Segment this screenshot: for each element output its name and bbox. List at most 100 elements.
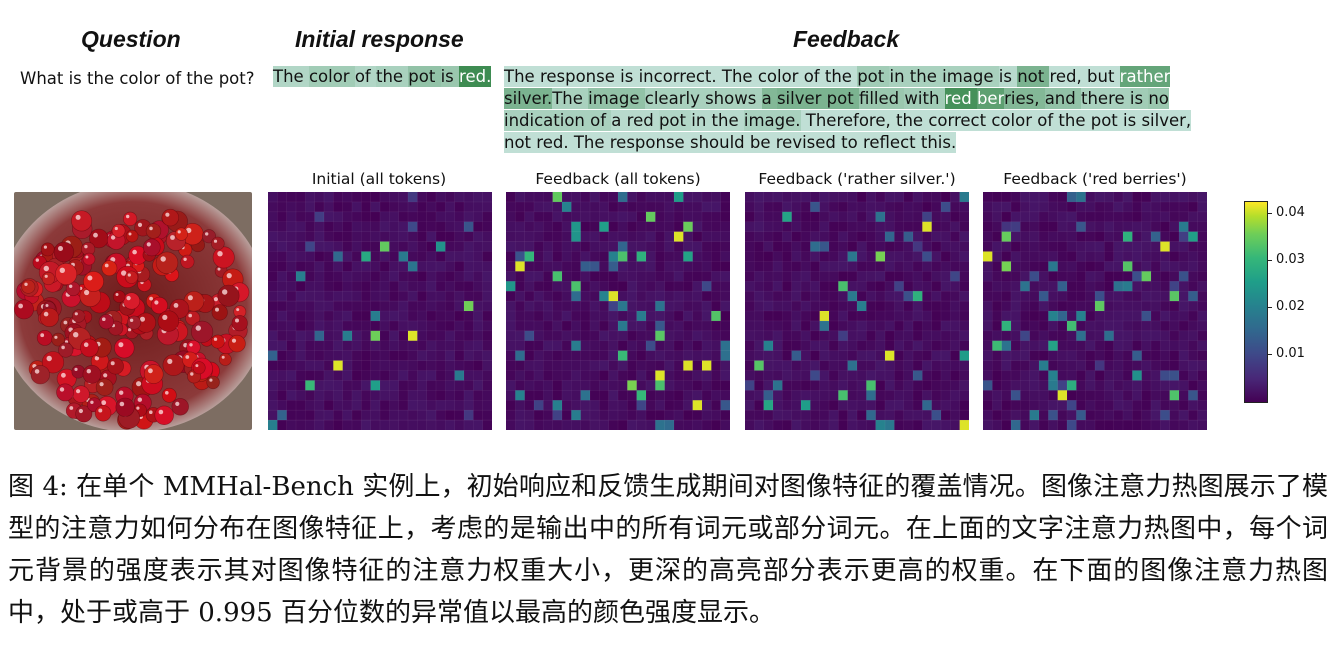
- heatmap-cell: [838, 370, 848, 381]
- heatmap-cell: [801, 281, 811, 292]
- heatmap-cell: [1151, 320, 1161, 332]
- heatmap-cell: [361, 350, 371, 361]
- heatmap-cell: [408, 360, 418, 371]
- heatmap-cell: [903, 350, 914, 361]
- heatmap-cell: [791, 360, 802, 371]
- heatmap-cell: [829, 271, 839, 282]
- heatmap-cell: [1132, 380, 1142, 391]
- heatmap-cell: [866, 281, 876, 292]
- heatmap-cell: [922, 241, 932, 252]
- heatmap-cell: [847, 281, 858, 292]
- heatmap-cell: [655, 311, 665, 322]
- heatmap-cell: [543, 261, 553, 272]
- heatmap-cell: [1104, 301, 1114, 312]
- heatmap-cell: [1188, 311, 1198, 322]
- heatmap-cell: [894, 211, 904, 223]
- heatmap-cell: [1011, 241, 1021, 252]
- heatmap-cell: [636, 211, 647, 223]
- heatmap-cell: [1188, 271, 1198, 282]
- heatmap-cell: [324, 410, 334, 421]
- heatmap-cell: [1067, 370, 1077, 381]
- heatmap-cell: [791, 192, 802, 203]
- heatmap-cell: [1132, 211, 1142, 223]
- heatmap-cell: [324, 241, 334, 252]
- heatmap-cell: [627, 201, 637, 213]
- heatmap-cell: [608, 281, 619, 292]
- heatmap-cell: [992, 271, 1002, 282]
- heatmap-cell: [268, 320, 278, 332]
- heatmap-cell: [1197, 201, 1207, 213]
- heatmap-cell: [1151, 211, 1161, 223]
- heatmap-cell: [903, 251, 914, 262]
- heatmap-cell: [426, 380, 437, 391]
- heatmap-cell: [763, 291, 774, 302]
- heatmap-cell: [417, 330, 427, 342]
- heatmap-cell: [1123, 370, 1133, 381]
- heatmap-cell: [324, 330, 334, 342]
- heatmap-cell: [562, 330, 572, 342]
- heatmap-cell: [829, 350, 839, 361]
- heatmap-cell: [711, 271, 721, 282]
- heatmap-cell: [838, 400, 848, 411]
- heatmap-cell: [389, 400, 399, 411]
- heatmap-cell: [1095, 390, 1105, 401]
- heatmap-cell: [454, 301, 465, 312]
- heatmap-cell: [1132, 251, 1142, 262]
- heatmap-cell: [829, 400, 839, 411]
- heatmap-cell: [683, 281, 693, 292]
- heatmap-cell: [1076, 370, 1086, 381]
- heatmap-cell: [1039, 192, 1049, 203]
- heatmap-cell: [1095, 330, 1105, 342]
- heatmap-cell: [389, 221, 399, 232]
- heatmap-cell: [342, 420, 353, 430]
- heatmap-cell: [692, 311, 703, 322]
- heatmap-cell: [608, 261, 619, 272]
- heatmap-cell: [552, 261, 563, 272]
- heatmap-cell: [692, 211, 703, 223]
- heatmap-cell: [1113, 410, 1124, 421]
- heatmap-cell: [763, 271, 774, 282]
- heatmap-cell: [646, 311, 656, 322]
- heatmap-cell: [1029, 241, 1040, 252]
- heatmap-cell: [618, 311, 628, 322]
- heatmap-cell: [1039, 311, 1049, 322]
- heatmap-cell: [810, 241, 820, 252]
- heatmap-cell: [1029, 340, 1040, 351]
- heatmap-cell: [590, 320, 600, 332]
- heatmap-cell: [992, 390, 1002, 401]
- heatmap-cell: [552, 251, 563, 262]
- heatmap-cell: [1169, 330, 1180, 342]
- heatmap-cell: [580, 410, 591, 421]
- heatmap-cell: [1132, 420, 1142, 430]
- heatmap-cell: [1113, 192, 1124, 203]
- heatmap-cell: [286, 201, 297, 213]
- heatmap-cell: [664, 400, 675, 411]
- heatmap-cell: [562, 271, 572, 282]
- heatmap-cell: [1057, 330, 1068, 342]
- heatmap-cell: [534, 281, 544, 292]
- heatmap-cell: [1160, 390, 1170, 401]
- heatmap-cell: [959, 301, 969, 312]
- heatmap-cell: [618, 301, 628, 312]
- heatmap-cell: [941, 192, 951, 203]
- heatmap-cell: [1095, 192, 1105, 203]
- token: The: [273, 66, 309, 87]
- heatmap-cell: [571, 261, 581, 272]
- heatmap-cell: [543, 281, 553, 292]
- heatmap-cell: [782, 211, 792, 223]
- heatmap-cell: [711, 192, 721, 203]
- heatmap-cell: [352, 301, 362, 312]
- heatmap-cell: [580, 261, 591, 272]
- heatmap-cell: [1113, 211, 1124, 223]
- heatmap-cell: [1179, 221, 1189, 232]
- heatmap-cell: [763, 211, 774, 223]
- heatmap-cell: [782, 301, 792, 312]
- heatmap-cell: [1057, 231, 1068, 242]
- heatmap-cell: [983, 400, 993, 411]
- heatmap-cell: [1076, 320, 1086, 332]
- heatmap-cell: [941, 291, 951, 302]
- token: in: [691, 110, 712, 131]
- heatmap-cell: [524, 410, 535, 421]
- heatmap-cell: [464, 281, 474, 292]
- heatmap-cell: [1048, 380, 1058, 391]
